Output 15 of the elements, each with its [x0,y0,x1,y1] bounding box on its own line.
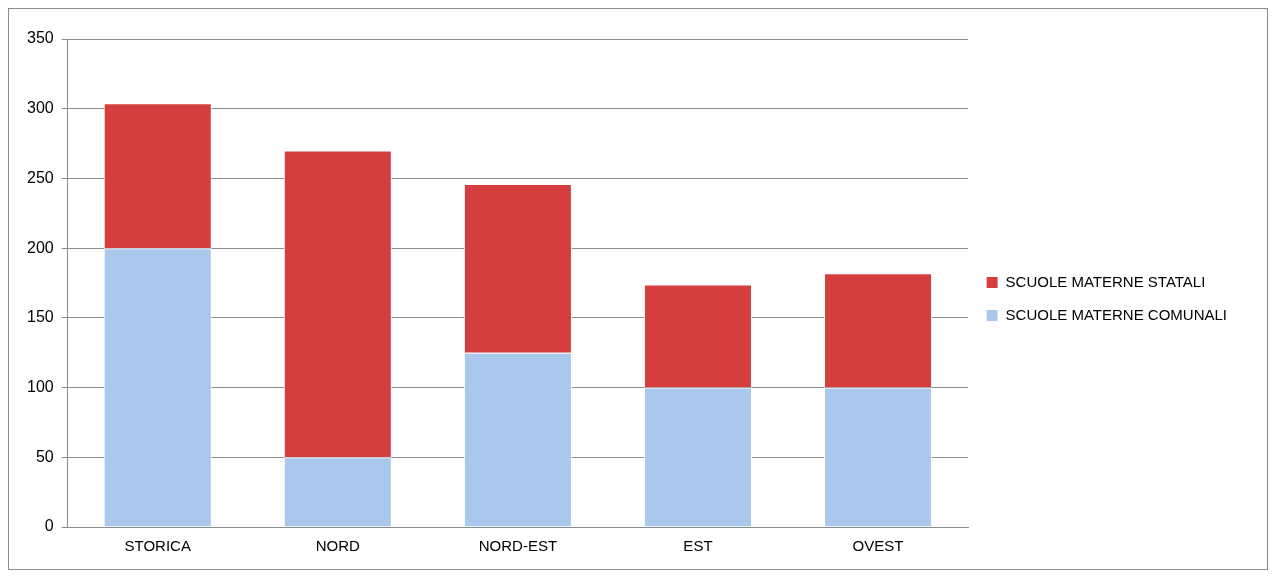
y-tick-label: 300 [26,99,54,117]
y-tick-label: 250 [26,168,54,186]
x-tick-label: STORICA [124,537,191,555]
y-tick-label: 150 [26,308,54,326]
y-tick-label: 350 [26,29,54,47]
x-tick-label: OVEST [852,537,904,555]
y-tick-label: 200 [26,238,54,256]
y-tick-label: 100 [26,377,54,395]
y-tick-label: 50 [35,447,54,465]
legend-label: SCUOLE MATERNE COMUNALI [1005,305,1227,323]
x-tick-label: EST [683,537,713,555]
y-tick-label: 0 [44,517,54,535]
x-tick-label: NORD [315,537,361,555]
x-tick-label: NORD-EST [478,537,558,555]
legend-label: SCUOLE MATERNE STATALI [1005,272,1206,290]
